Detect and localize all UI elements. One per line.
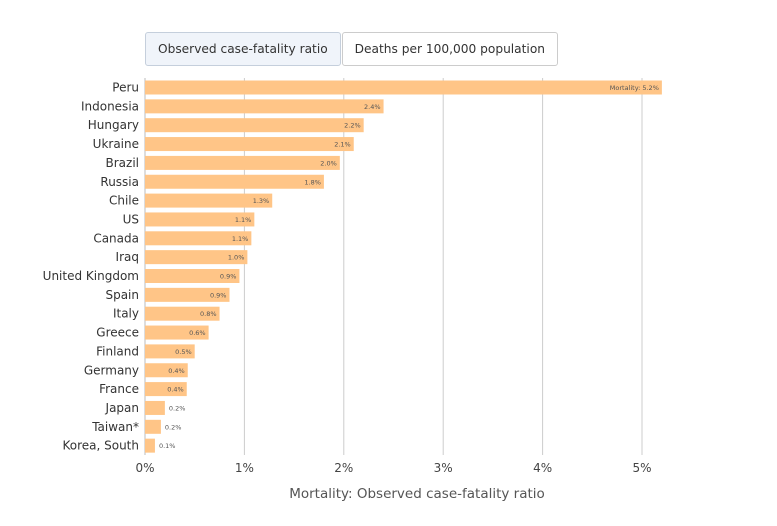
data-label: 0.8% bbox=[200, 310, 217, 318]
data-label: 0.9% bbox=[210, 291, 227, 299]
bar[interactable] bbox=[145, 363, 188, 378]
bar[interactable] bbox=[145, 344, 195, 359]
bar[interactable] bbox=[145, 419, 161, 434]
bar[interactable] bbox=[145, 325, 209, 340]
bar[interactable] bbox=[145, 231, 252, 246]
category-label: Iraq bbox=[116, 250, 139, 264]
data-label: Mortality: 5.2% bbox=[610, 84, 659, 92]
data-label: 1.1% bbox=[235, 216, 252, 224]
data-label: 1.0% bbox=[228, 254, 245, 262]
x-tick-label: 4% bbox=[533, 461, 552, 475]
data-label: 0.4% bbox=[167, 386, 184, 394]
bar[interactable] bbox=[145, 193, 273, 208]
data-label: 1.8% bbox=[304, 178, 321, 186]
category-label: Canada bbox=[93, 231, 139, 245]
tab-deaths-per-100k[interactable]: Deaths per 100,000 population bbox=[341, 32, 558, 66]
grid-lines bbox=[144, 78, 643, 455]
bars bbox=[145, 80, 662, 453]
category-label: Spain bbox=[105, 288, 139, 302]
bar[interactable] bbox=[145, 118, 364, 133]
data-label: 2.0% bbox=[320, 159, 337, 167]
category-label: US bbox=[123, 212, 139, 226]
category-label: Italy bbox=[113, 307, 139, 321]
category-label: Ukraine bbox=[93, 137, 139, 151]
bar[interactable] bbox=[145, 212, 255, 227]
category-label: Hungary bbox=[88, 118, 139, 132]
bar[interactable] bbox=[145, 174, 324, 189]
data-label: 0.6% bbox=[189, 329, 206, 337]
category-label: Peru bbox=[112, 81, 139, 95]
data-label: 0.4% bbox=[168, 367, 185, 375]
data-label: 1.3% bbox=[253, 197, 270, 205]
category-label: Korea, South bbox=[62, 439, 139, 453]
category-label: France bbox=[99, 382, 139, 396]
category-label: Russia bbox=[100, 175, 139, 189]
bar[interactable] bbox=[145, 137, 354, 152]
category-labels: Peru Indonesia Hungary Ukraine Brazil Russia C… bbox=[43, 81, 139, 453]
category-label: Brazil bbox=[106, 156, 140, 170]
data-label: 0.5% bbox=[175, 348, 192, 356]
x-tick-label: 2% bbox=[334, 461, 353, 475]
tab-case-fatality-ratio[interactable]: Observed case-fatality ratio bbox=[145, 32, 341, 66]
data-label: 2.1% bbox=[334, 141, 351, 149]
data-label: 2.4% bbox=[364, 103, 381, 111]
data-labels: Mortality: 5.2% 2.4% 2.2% 2.1% 2.0% 1.8% 1.3% 1… bbox=[159, 84, 659, 450]
category-label: Chile bbox=[109, 194, 139, 208]
category-label: Germany bbox=[84, 363, 139, 377]
category-label: Japan bbox=[105, 401, 139, 415]
bar[interactable] bbox=[145, 287, 230, 302]
x-axis-ticks: 0% 1% 2% 3% 4% 5% bbox=[135, 461, 651, 475]
category-label: Indonesia bbox=[81, 99, 139, 113]
category-label: Taiwan* bbox=[91, 420, 139, 434]
category-label: Greece bbox=[96, 326, 139, 340]
metric-tabs: Observed case-fatality ratio Deaths per … bbox=[145, 32, 558, 66]
bar[interactable] bbox=[145, 99, 384, 114]
bar[interactable] bbox=[145, 269, 240, 283]
x-axis-title: Mortality: Observed case-fatality ratio bbox=[289, 486, 545, 502]
category-label: Finland bbox=[96, 344, 139, 358]
bar[interactable] bbox=[145, 438, 155, 453]
bar[interactable] bbox=[145, 155, 340, 170]
category-label: United Kingdom bbox=[43, 269, 139, 283]
bar[interactable] bbox=[145, 250, 248, 265]
bar[interactable] bbox=[145, 400, 165, 415]
data-label: 1.1% bbox=[232, 235, 249, 243]
bar[interactable] bbox=[145, 80, 662, 95]
data-label: 0.9% bbox=[220, 273, 237, 281]
x-tick-label: 3% bbox=[434, 461, 453, 475]
data-label: 0.2% bbox=[169, 404, 186, 412]
bar[interactable] bbox=[145, 306, 220, 321]
x-tick-label: 0% bbox=[135, 461, 154, 475]
bar[interactable] bbox=[145, 382, 187, 397]
x-tick-label: 5% bbox=[632, 461, 651, 475]
data-label: 0.1% bbox=[159, 442, 176, 450]
data-label: 2.2% bbox=[344, 122, 361, 130]
data-label: 0.2% bbox=[165, 423, 182, 431]
x-tick-label: 1% bbox=[235, 461, 254, 475]
